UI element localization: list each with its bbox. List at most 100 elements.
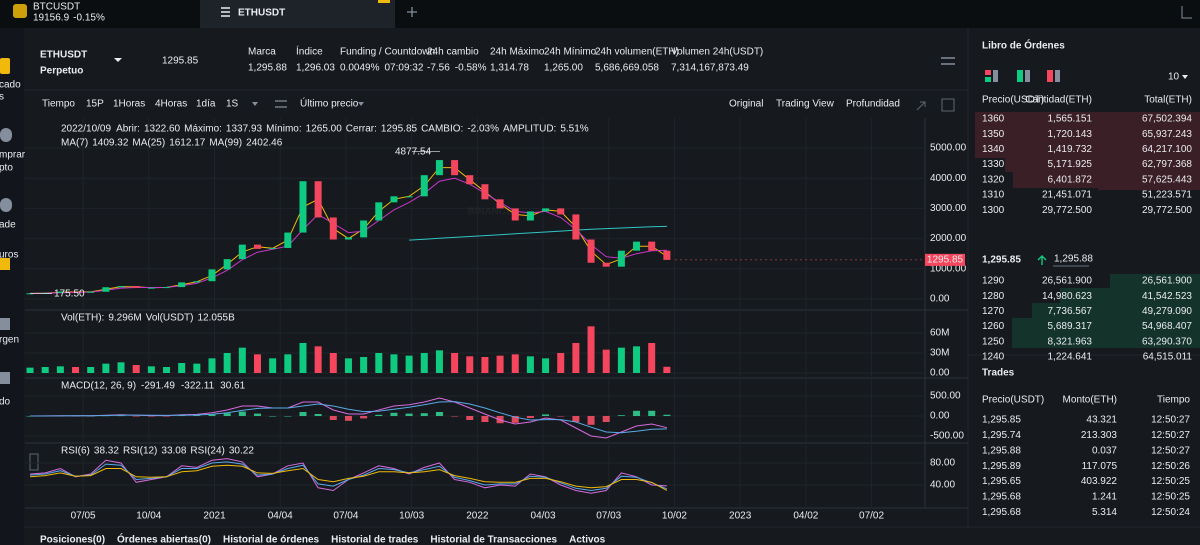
ask-cell: 51,223.571 bbox=[1142, 190, 1192, 201]
interval[interactable]: 4Horas bbox=[155, 99, 187, 110]
sidebar-label[interactable]: uros bbox=[0, 250, 18, 261]
x-tick-label: 07/03 bbox=[596, 511, 621, 522]
tab[interactable] bbox=[200, 0, 395, 28]
sidebar-label[interactable]: cado bbox=[0, 80, 21, 91]
collapse-button[interactable] bbox=[29, 453, 39, 471]
sidebar-icon[interactable] bbox=[0, 128, 12, 142]
dropdown-icon[interactable] bbox=[358, 102, 364, 106]
x-tick-label: 07/04 bbox=[333, 511, 358, 522]
icon-part[interactable] bbox=[1017, 70, 1023, 82]
ask-cell: 1330 bbox=[982, 159, 1005, 170]
interval[interactable]: 15P bbox=[86, 99, 104, 110]
sidebar-icon[interactable] bbox=[0, 58, 10, 74]
trade-amount: 213.303 bbox=[1081, 430, 1118, 441]
macd-histogram-bar bbox=[511, 416, 519, 423]
trade-amount: 0.037 bbox=[1092, 445, 1117, 456]
book-mark-price: 1,295.88 bbox=[1054, 254, 1093, 265]
volume-bar bbox=[557, 353, 565, 373]
trade-time: 12:50:25 bbox=[1151, 476, 1190, 487]
ask-depth bbox=[975, 112, 1200, 190]
icon-part[interactable] bbox=[1055, 70, 1060, 82]
symbol[interactable]: ETHUSDT bbox=[40, 50, 87, 61]
legend-label: RSI(24) bbox=[190, 446, 224, 457]
stat-value: 07:09:32 bbox=[384, 63, 423, 74]
up-arrow-icon bbox=[1037, 255, 1047, 265]
sidebar-icon[interactable] bbox=[0, 198, 12, 212]
icon-part[interactable] bbox=[993, 70, 998, 82]
sidebar-icon[interactable] bbox=[0, 258, 10, 270]
macd-histogram-bar bbox=[481, 416, 489, 422]
y-tick-label: -500.00 bbox=[930, 431, 964, 442]
candle bbox=[314, 181, 322, 218]
bottom-tab[interactable]: Historial de Transacciones bbox=[430, 535, 557, 545]
volume-bar bbox=[481, 357, 489, 373]
x-tick-label: 04/04 bbox=[268, 511, 293, 522]
add-tab-icon[interactable] bbox=[407, 7, 417, 17]
stat-value: 5,686,669.058 bbox=[595, 63, 659, 74]
bottom-tab[interactable]: Órdenes abiertas(0) bbox=[117, 533, 211, 545]
view-tab[interactable]: Trading View bbox=[776, 99, 835, 110]
depth-bar bbox=[1012, 318, 1200, 348]
interval[interactable]: 1S bbox=[226, 99, 239, 110]
menu-icon[interactable] bbox=[221, 7, 230, 17]
logo bbox=[13, 4, 27, 18]
sidebar-icon[interactable] bbox=[0, 372, 10, 384]
legend-value: 38.32 bbox=[94, 446, 119, 457]
ask-cell: 67,502.394 bbox=[1142, 114, 1192, 125]
bottom-tab[interactable]: Historial de trades bbox=[331, 535, 419, 545]
fullscreen-icon[interactable] bbox=[916, 101, 926, 111]
candle-date: 2022/10/09 bbox=[61, 124, 111, 135]
stat-label: 24h cambio bbox=[427, 47, 479, 58]
dropdown-icon[interactable] bbox=[114, 58, 122, 62]
icon-part[interactable] bbox=[1025, 70, 1030, 82]
icon-part[interactable] bbox=[985, 70, 991, 75]
view-tab[interactable]: Original bbox=[729, 99, 763, 110]
last-price-tag-label: 1295.85 bbox=[927, 255, 964, 266]
interval[interactable]: 1día bbox=[196, 99, 216, 110]
bottom-tab[interactable]: Posiciones(0) bbox=[40, 535, 105, 545]
volume-bar bbox=[496, 355, 504, 373]
tab-accent bbox=[378, 0, 390, 3]
layout-icon[interactable] bbox=[941, 98, 955, 112]
sidebar-label[interactable]: do bbox=[0, 397, 11, 408]
ohlc-value: 1322.60 bbox=[144, 124, 181, 135]
icon-part[interactable] bbox=[1047, 70, 1053, 82]
sidebar-label[interactable]: rgen bbox=[0, 335, 19, 346]
sidebar-label[interactable]: mprar bbox=[0, 150, 26, 161]
view-tab[interactable]: Profundidad bbox=[846, 99, 900, 110]
sidebar-label[interactable]: s bbox=[0, 92, 4, 103]
legend-value: 33.08 bbox=[161, 446, 186, 457]
y-tick-label: 40.00 bbox=[930, 480, 955, 491]
macd-histogram-bar bbox=[557, 416, 565, 417]
sidebar-icon[interactable] bbox=[0, 318, 10, 330]
volume-bar bbox=[602, 349, 610, 373]
legend-label: RSI(12) bbox=[123, 446, 157, 457]
settings-icon[interactable] bbox=[941, 57, 955, 65]
sidebar-label[interactable]: pto bbox=[0, 163, 13, 174]
price-type[interactable]: Último precio bbox=[300, 97, 359, 110]
icon-part[interactable] bbox=[985, 77, 991, 82]
indicator-icon[interactable] bbox=[275, 100, 287, 108]
tab-title[interactable]: ETHUSDT bbox=[238, 8, 285, 19]
y-tick-label: 60M bbox=[930, 328, 949, 339]
trade-price: 1,295.74 bbox=[982, 430, 1021, 441]
x-tick-label: 04/03 bbox=[531, 511, 556, 522]
volume-bar bbox=[72, 367, 80, 373]
volume-bar bbox=[117, 362, 125, 373]
bottom-tab[interactable]: Historial de órdenes bbox=[223, 535, 320, 545]
interval[interactable]: 1Horas bbox=[113, 99, 145, 110]
candle bbox=[208, 269, 216, 282]
trade-time: 12:50:27 bbox=[1151, 445, 1190, 456]
depth-bar bbox=[1032, 303, 1200, 318]
bottom-tab[interactable]: Activos bbox=[569, 535, 606, 545]
dropdown-icon[interactable] bbox=[1182, 75, 1188, 79]
y-tick-label: 0.00 bbox=[930, 368, 950, 379]
bid-cell: 5,689.317 bbox=[1048, 321, 1093, 332]
x-tick-label: 10/04 bbox=[136, 511, 161, 522]
chart-icon[interactable] bbox=[1181, 6, 1192, 19]
trade-amount: 43.321 bbox=[1086, 415, 1117, 426]
dropdown-icon[interactable] bbox=[252, 102, 258, 106]
volume-bar bbox=[360, 357, 368, 373]
depth-select[interactable]: 10 bbox=[1168, 72, 1180, 83]
sidebar-label[interactable]: ade bbox=[0, 220, 16, 231]
